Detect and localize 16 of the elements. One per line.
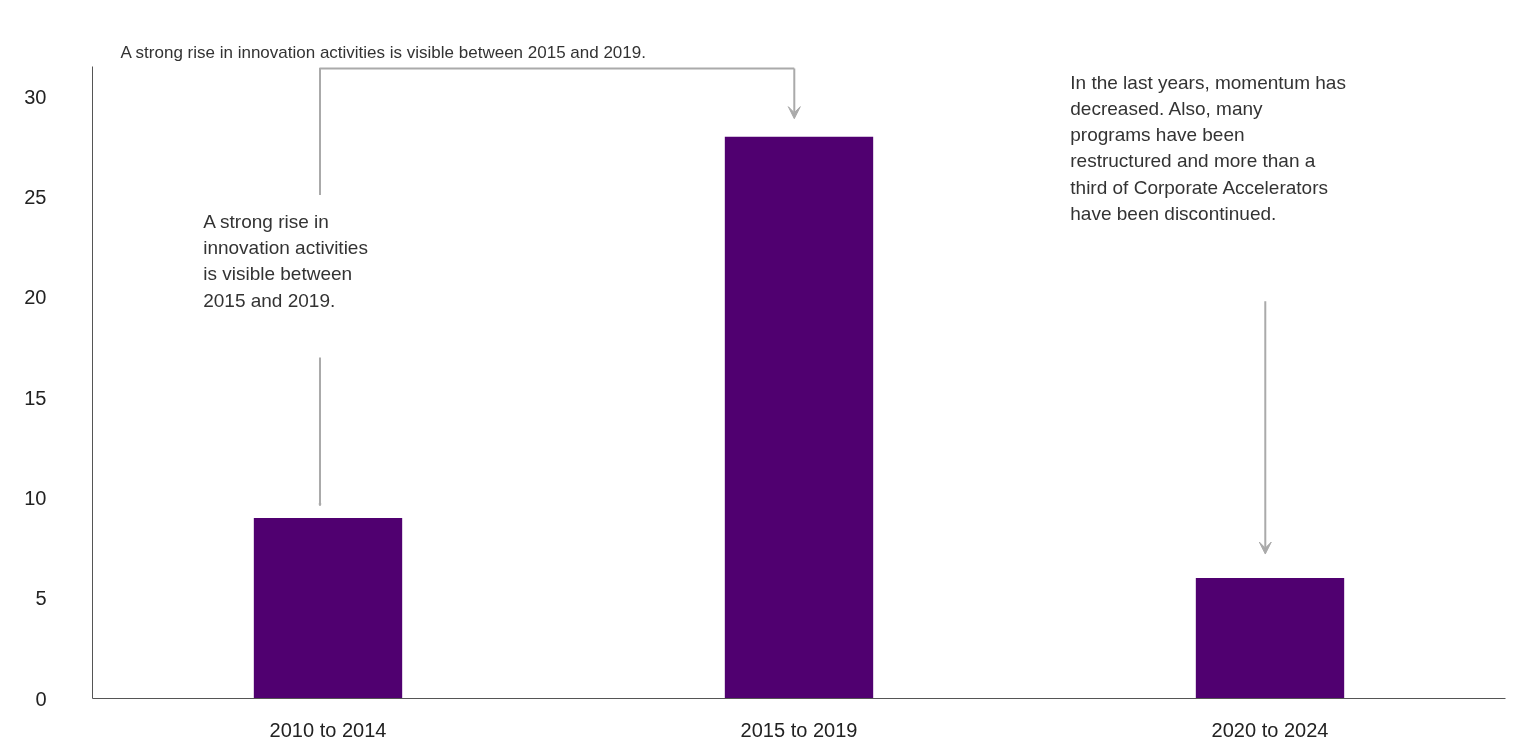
bar (253, 517, 403, 699)
x-tick-label: 2010 to 2014 (269, 718, 387, 741)
chart-title: A strong rise in innovation activities is visible between 2015 and 2019. (120, 42, 646, 62)
annotation: In the last years, momentum has decreased. Also, many programs have been restructured and more than a third of Corporate Accelerators have been discontinued. (1070, 71, 1346, 224)
x-tick-label: 2020 to 2024 (1211, 718, 1329, 741)
y-tick-label: 10 (24, 486, 47, 509)
y-tick-label: 20 (24, 286, 47, 309)
bar (1195, 578, 1345, 699)
y-tick-label: 15 (24, 386, 47, 409)
y-tick-label: 30 (24, 85, 47, 108)
annotation: A strong rise in innovation activities is visible between 2015 and 2019. (203, 210, 368, 311)
y-tick-label: 25 (24, 185, 47, 208)
bar (724, 136, 874, 699)
x-tick-label: 2015 to 2019 (740, 718, 858, 741)
y-tick-label: 0 (35, 687, 47, 710)
y-tick-label: 5 (35, 587, 47, 610)
